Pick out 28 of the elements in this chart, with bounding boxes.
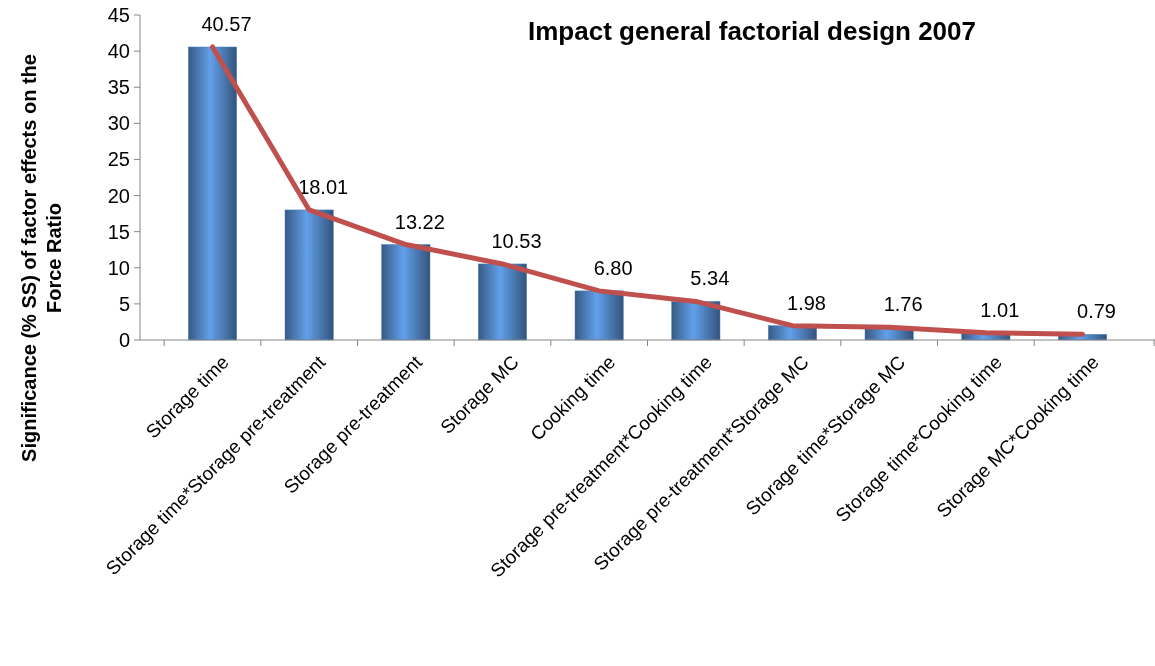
data-label: 0.79 [1077,300,1116,323]
y-tick-label: 35 [107,76,130,99]
y-tick-label: 25 [107,148,130,171]
data-label: 1.98 [787,291,826,314]
bar [478,263,527,341]
bar [381,244,431,341]
y-tick-label: 0 [118,329,130,351]
y-tick-label: 10 [107,256,130,279]
y-tick-label: 30 [107,112,130,135]
data-label: 5.34 [690,267,730,290]
y-tick-label: 15 [107,220,130,243]
bar [574,290,624,341]
data-label: 18.01 [298,175,349,198]
bar [671,301,721,341]
y-axis-title: Significance (% SS) of factor effects on the Force Ratio [18,54,65,462]
data-label: 40.57 [201,12,252,35]
y-tick-label: 5 [118,292,130,315]
bar [284,209,334,341]
data-label: 6.80 [593,256,633,279]
data-label: 1.01 [980,298,1020,321]
y-tick-label: 20 [107,184,130,207]
data-label: 1.76 [883,293,923,316]
data-label: 10.53 [491,229,542,252]
chart-title: Impact general factorial design 2007 [528,16,976,46]
bar [188,46,237,341]
data-label: 13.22 [394,210,445,233]
y-tick-label: 45 [107,4,130,26]
y-tick-label: 40 [107,40,130,63]
